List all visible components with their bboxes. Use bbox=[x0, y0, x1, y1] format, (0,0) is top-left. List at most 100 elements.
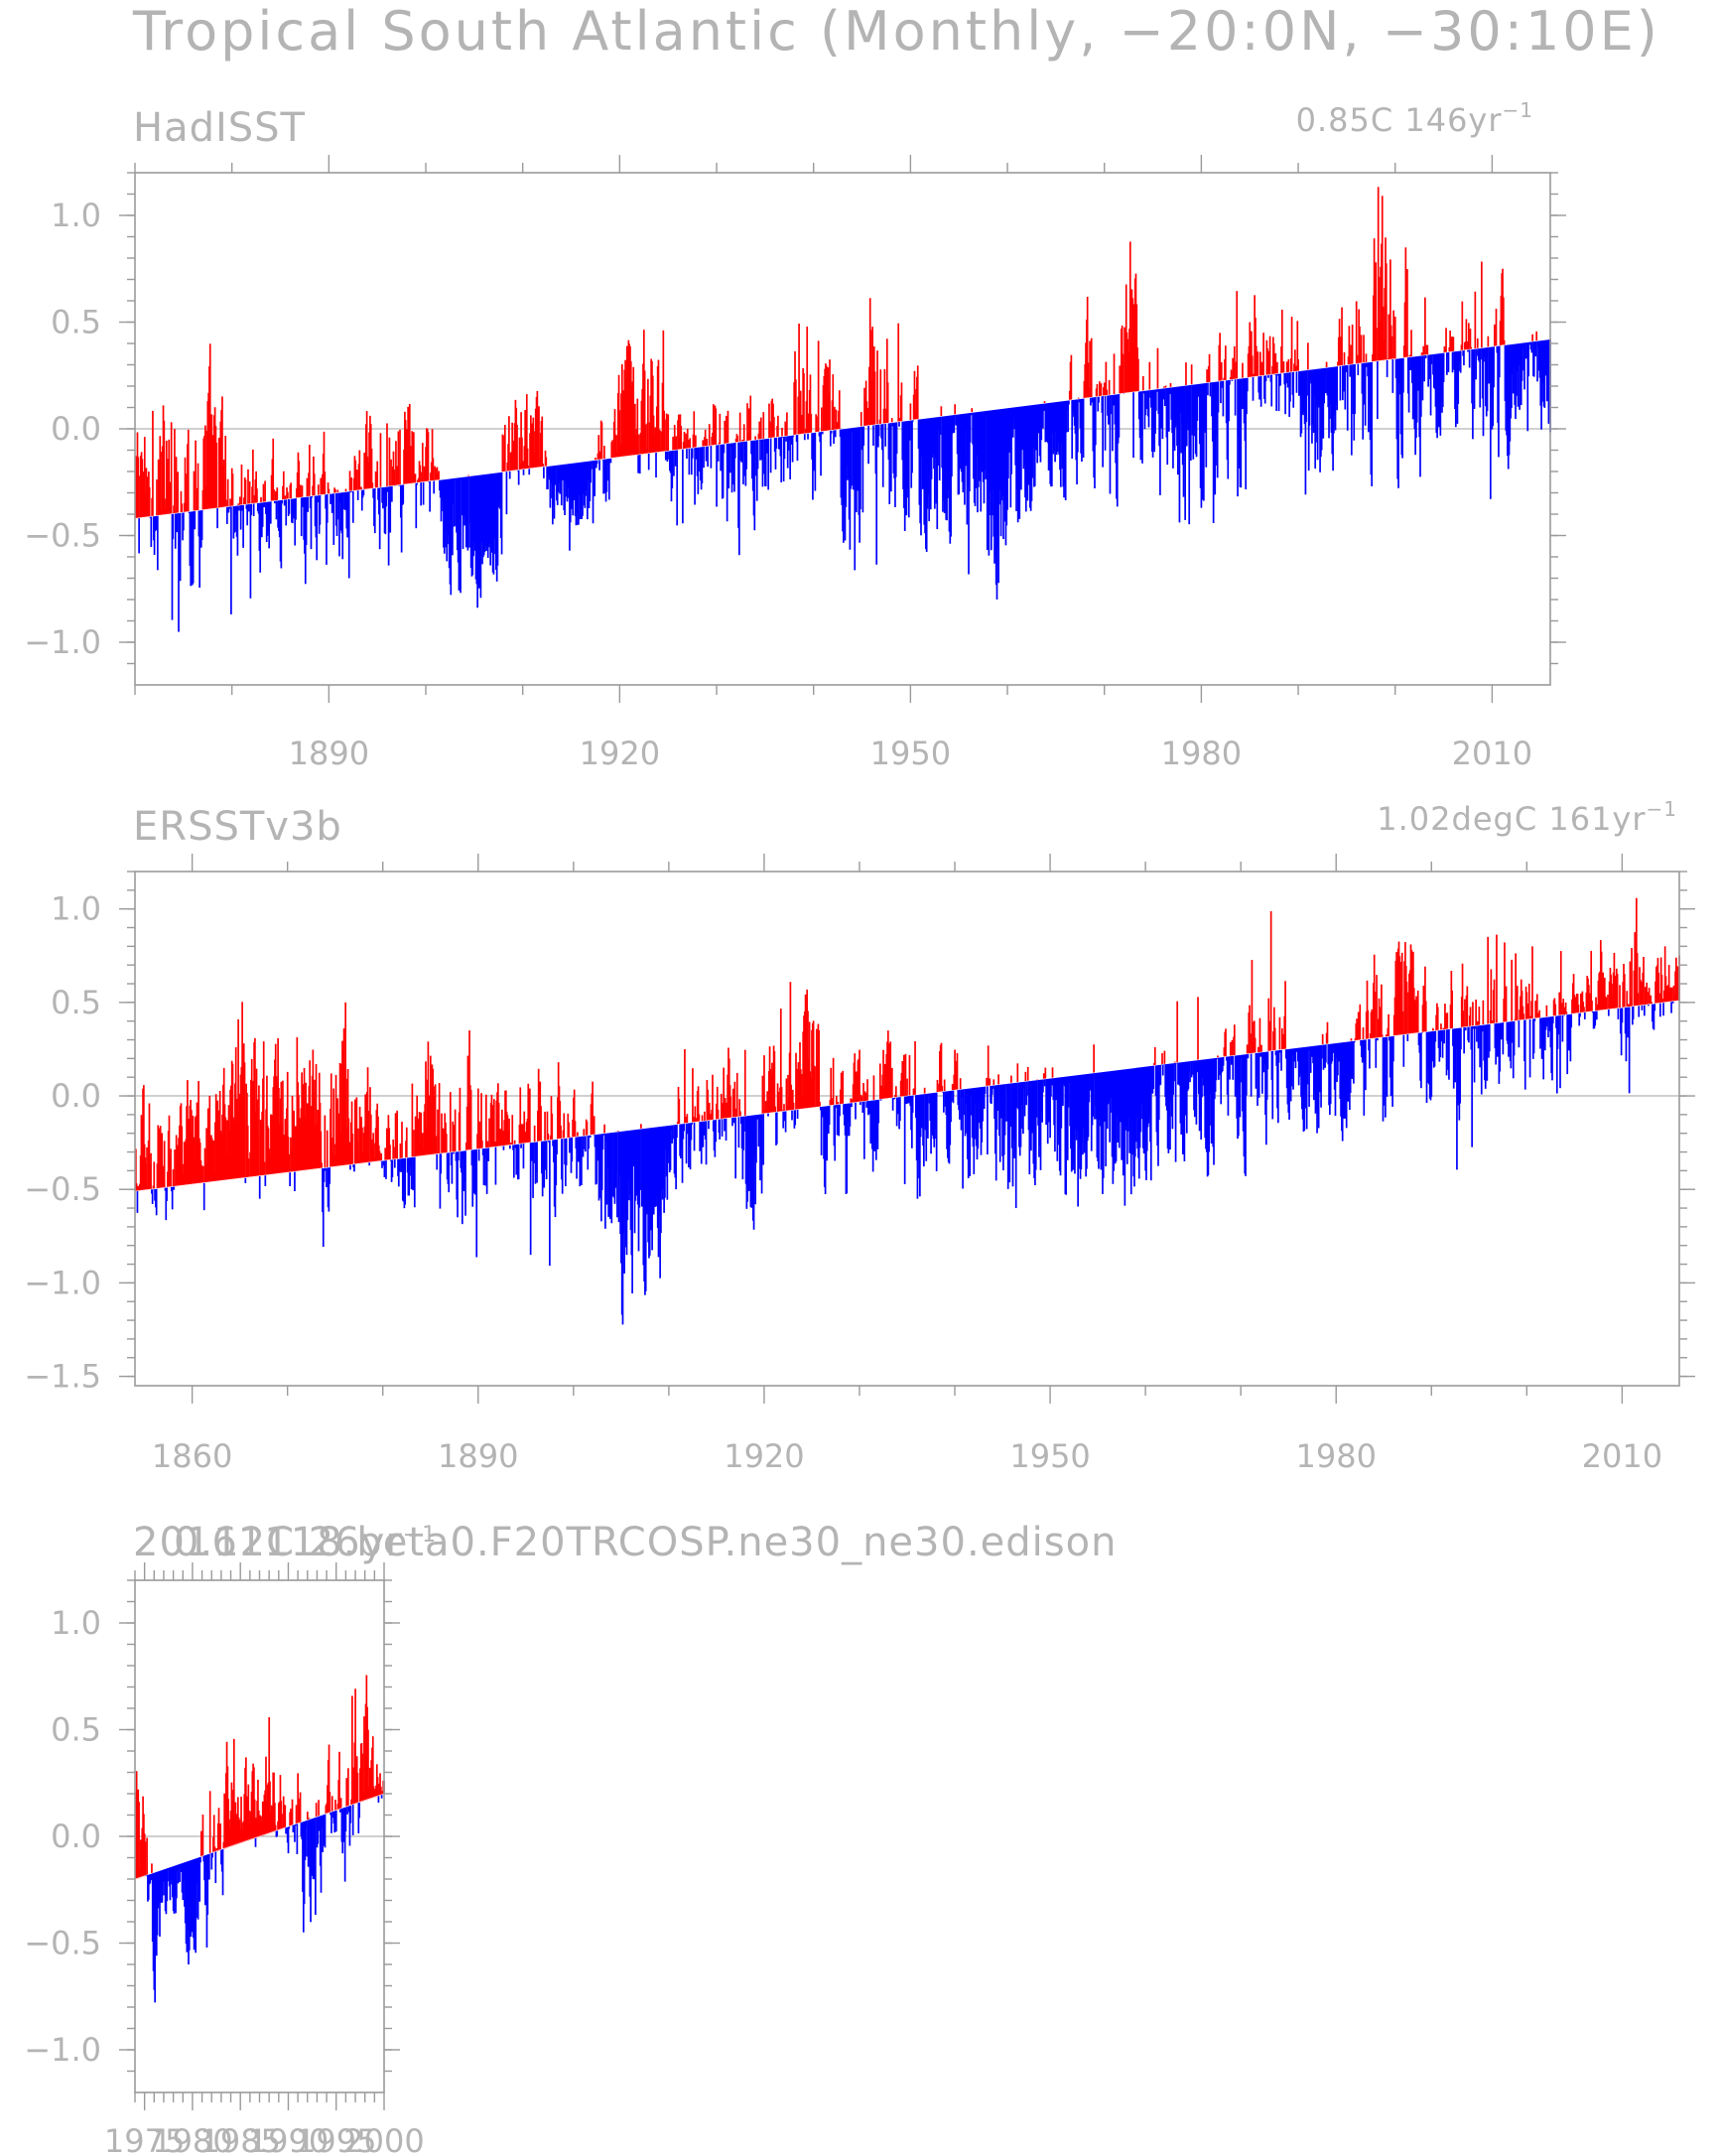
panel-3-trend-label: 0.12C 26yr−1 bbox=[174, 1520, 437, 1565]
bar-below-trend bbox=[1270, 374, 1273, 407]
bar-above-trend bbox=[348, 1142, 351, 1165]
bar-below-trend bbox=[294, 1823, 297, 1826]
bar-above-trend bbox=[1285, 361, 1288, 373]
bar-above-trend bbox=[1490, 969, 1493, 1024]
bar-above-trend bbox=[736, 436, 739, 443]
bar-below-trend bbox=[595, 460, 597, 469]
bar-below-trend bbox=[343, 491, 346, 510]
bar-above-trend bbox=[1043, 401, 1046, 404]
bar-below-trend bbox=[1386, 1036, 1389, 1097]
bar-above-trend bbox=[1545, 1005, 1548, 1017]
bar-below-trend bbox=[532, 1142, 534, 1198]
bar-above-trend bbox=[511, 1115, 514, 1145]
bar-below-trend bbox=[839, 1104, 841, 1117]
bar-above-trend bbox=[266, 1075, 268, 1175]
bar-below-trend bbox=[991, 1085, 992, 1105]
bar-below-trend bbox=[1344, 364, 1347, 410]
bar-above-trend bbox=[329, 1792, 331, 1814]
bar-above-trend bbox=[187, 429, 190, 512]
bar-above-trend bbox=[781, 427, 783, 437]
bar-above-trend bbox=[1526, 1004, 1529, 1019]
bar-below-trend bbox=[895, 422, 898, 455]
bar-below-trend bbox=[1488, 346, 1491, 384]
bar-above-trend bbox=[812, 1020, 815, 1108]
bar-below-trend bbox=[1419, 355, 1422, 417]
bar-below-trend bbox=[1259, 375, 1262, 407]
bar-below-trend bbox=[705, 446, 708, 462]
bar-above-trend bbox=[344, 488, 347, 492]
bar-above-trend bbox=[789, 982, 792, 1111]
bar-above-trend bbox=[698, 1114, 701, 1123]
bar-above-trend bbox=[702, 440, 705, 447]
x-tick-label: 1975 bbox=[104, 2122, 185, 2156]
bar-above-trend bbox=[729, 1096, 732, 1119]
bar-below-trend bbox=[984, 1086, 987, 1094]
bar-above-trend bbox=[739, 1111, 741, 1117]
bar-above-trend bbox=[1388, 1013, 1389, 1037]
bar-above-trend bbox=[678, 1099, 681, 1125]
bar-above-trend bbox=[257, 1779, 259, 1837]
bar-below-trend bbox=[547, 466, 549, 489]
bar-above-trend bbox=[559, 1101, 562, 1140]
bar-above-trend bbox=[1161, 1053, 1163, 1065]
bar-below-trend bbox=[398, 484, 401, 486]
bar-below-trend bbox=[899, 1097, 901, 1122]
bar-above-trend bbox=[547, 1134, 550, 1141]
bar-below-trend bbox=[721, 1119, 724, 1137]
x-tick-label: 1890 bbox=[289, 735, 369, 772]
bar-above-trend bbox=[1293, 349, 1296, 372]
bar-below-trend bbox=[821, 431, 824, 435]
bar-above-trend bbox=[704, 1111, 706, 1122]
bar-below-trend bbox=[689, 1123, 692, 1170]
bar-below-trend bbox=[1124, 1069, 1126, 1206]
bar-above-trend bbox=[1375, 262, 1378, 362]
bar-below-trend bbox=[1357, 363, 1360, 376]
bar-above-trend bbox=[1087, 362, 1090, 398]
bar-above-trend bbox=[1249, 322, 1252, 378]
bar-below-trend bbox=[595, 460, 598, 465]
x-tick-label: 1995 bbox=[296, 2122, 376, 2156]
bar-above-trend bbox=[347, 1118, 350, 1165]
bar-below-trend bbox=[1050, 1078, 1052, 1097]
bar-above-trend bbox=[542, 464, 544, 468]
bar-above-trend bbox=[838, 390, 841, 430]
bar-above-trend bbox=[1229, 1041, 1232, 1056]
bar-above-trend bbox=[434, 1084, 437, 1154]
bar-above-trend bbox=[1374, 992, 1377, 1038]
bar-above-trend bbox=[1225, 1028, 1227, 1057]
bar-below-trend bbox=[198, 1856, 201, 1902]
bar-below-trend bbox=[1445, 1029, 1448, 1076]
bar-below-trend bbox=[675, 1124, 677, 1190]
bar-above-trend bbox=[148, 486, 151, 517]
bar-above-trend bbox=[680, 426, 683, 450]
bar-above-trend bbox=[864, 1093, 867, 1102]
bar-below-trend bbox=[1402, 1034, 1405, 1067]
bar-above-trend bbox=[1251, 331, 1253, 377]
bar-below-trend bbox=[332, 493, 335, 545]
bar-below-trend bbox=[1385, 1036, 1387, 1118]
bar-below-trend bbox=[1441, 1029, 1444, 1058]
bar-above-trend bbox=[1307, 342, 1309, 370]
bar-above-trend bbox=[408, 403, 411, 484]
bar-above-trend bbox=[787, 1074, 789, 1111]
bar-below-trend bbox=[933, 417, 936, 509]
bar-above-trend bbox=[243, 1062, 246, 1178]
bar-below-trend bbox=[1364, 362, 1367, 426]
bar-above-trend bbox=[334, 1800, 336, 1812]
bar-below-trend bbox=[1222, 380, 1225, 417]
bar-above-trend bbox=[1224, 345, 1227, 381]
bar-below-trend bbox=[1427, 354, 1429, 387]
bar-above-trend bbox=[499, 1129, 502, 1146]
bar-above-trend bbox=[860, 1096, 863, 1102]
bar-below-trend bbox=[1087, 1073, 1090, 1138]
bar-below-trend bbox=[1209, 382, 1212, 397]
bar-below-trend bbox=[1625, 1007, 1628, 1062]
bar-above-trend bbox=[808, 1021, 811, 1109]
bar-above-trend bbox=[146, 1837, 148, 1876]
bar-below-trend bbox=[760, 1114, 763, 1194]
bar-above-trend bbox=[414, 473, 417, 483]
bar-below-trend bbox=[408, 1157, 411, 1196]
bar-above-trend bbox=[830, 1067, 833, 1106]
bar-below-trend bbox=[1161, 1064, 1164, 1076]
bar-below-trend bbox=[1464, 1026, 1467, 1031]
